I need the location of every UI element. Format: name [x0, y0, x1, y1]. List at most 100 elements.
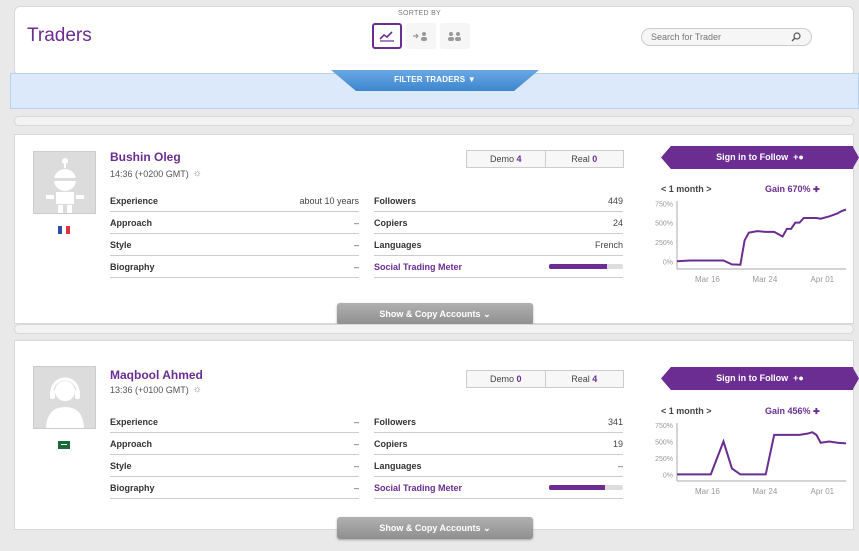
real-value: 4 — [592, 374, 598, 384]
real-value: 0 — [592, 154, 598, 164]
search-input[interactable] — [641, 28, 812, 46]
chart-y-tick-label: 0% — [663, 472, 673, 479]
trader-card: Bushin Oleg 14:36 (+0200 GMT) ☼ Experien… — [14, 134, 859, 325]
meter-fill — [549, 264, 607, 269]
performance-chart: 750% 500% 250% 0% Mar 16 Mar 24 Apr 01 — [655, 423, 847, 496]
show-copy-accounts-button[interactable]: Show & Copy Accounts ⌄ — [337, 303, 533, 325]
search-icon[interactable] — [791, 32, 801, 42]
gain-value: Gain 670% ✚ — [765, 184, 820, 194]
info-key: Style — [110, 239, 132, 250]
chart-x-tick-label: Mar 16 — [695, 275, 720, 284]
chart-y-tick-label: 500% — [655, 439, 673, 446]
trader-name[interactable]: Maqbool Ahmed — [110, 368, 203, 382]
avatar[interactable] — [33, 151, 96, 214]
chart-x-tick-label: Mar 16 — [695, 487, 720, 496]
chart-line-icon — [379, 31, 394, 42]
add-user-icon: +● — [790, 373, 804, 383]
info-value: – — [353, 460, 359, 471]
trader-info-left: Experience – Approach – Style – Biography – — [110, 411, 359, 499]
sort-by-copiers-button[interactable] — [406, 23, 436, 49]
show-copy-accounts-button[interactable]: Show & Copy Accounts ⌄ — [337, 517, 533, 539]
real-label: Real — [571, 374, 590, 384]
period-selector[interactable]: < 1 month > — [661, 184, 712, 194]
separator — [14, 116, 854, 126]
sign-in-to-follow-button[interactable]: Sign in to Follow +● — [661, 367, 859, 390]
info-value: – — [353, 217, 359, 228]
demo-label: Demo — [489, 154, 514, 164]
info-value: – — [353, 438, 359, 449]
account-counts: Demo 4 Real 0 — [466, 150, 624, 168]
trader-info-right: Followers 341 Copiers 19 Languages – Social… — [374, 411, 623, 499]
info-row: Copiers 24 — [374, 212, 623, 234]
info-row: Followers 341 — [374, 411, 623, 433]
sorted-by-label: SORTED BY — [398, 10, 442, 17]
info-row: Approach – — [110, 212, 359, 234]
real-count[interactable]: Real 0 — [546, 151, 624, 167]
follow-label: Sign in to Follow — [716, 373, 789, 383]
chart-y-tick-label: 500% — [655, 221, 673, 228]
info-row: Approach – — [110, 433, 359, 455]
sun-icon: ☼ — [192, 384, 202, 395]
chart-x-tick-label: Apr 01 — [811, 487, 835, 496]
social-trading-meter — [549, 485, 623, 490]
trader-info-right: Followers 449 Copiers 24 Languages French S… — [374, 190, 623, 278]
info-key: Languages — [374, 239, 422, 250]
filter-traders-button[interactable]: FILTER TRADERS ▼ — [331, 70, 539, 91]
info-row: Copiers 19 — [374, 433, 623, 455]
gain-text: Gain 456% — [765, 406, 811, 416]
chart-x-tick-label: Mar 24 — [752, 487, 777, 496]
sort-by-followers-button[interactable] — [440, 23, 470, 49]
trader-time-text: 13:36 (+0100 GMT) — [110, 384, 189, 395]
info-key: Biography — [110, 261, 155, 272]
info-key: Approach — [110, 438, 153, 449]
gain-info-icon[interactable]: ✚ — [813, 407, 820, 416]
info-value: 19 — [612, 438, 623, 449]
separator — [14, 324, 854, 334]
info-key: Followers — [374, 416, 417, 427]
chart-series-line — [677, 431, 847, 476]
trader-name[interactable]: Bushin Oleg — [110, 150, 181, 164]
sign-in-to-follow-button[interactable]: Sign in to Follow +● — [661, 146, 859, 169]
social-trading-meter-link[interactable]: Social Trading Meter — [374, 261, 463, 272]
filter-traders-label: FILTER TRADERS — [394, 75, 466, 84]
copiers-icon — [413, 32, 427, 41]
info-row: Experience about 10 years — [110, 190, 359, 212]
info-key: Copiers — [374, 217, 408, 228]
period-selector[interactable]: < 1 month > — [661, 406, 712, 416]
info-value: 341 — [607, 416, 623, 427]
chart-x-tick-label: Apr 01 — [811, 275, 835, 284]
real-count[interactable]: Real 4 — [546, 371, 624, 387]
social-trading-meter-link[interactable]: Social Trading Meter — [374, 482, 463, 493]
info-row: Social Trading Meter — [374, 477, 623, 499]
flag-saudi-arabia-icon — [58, 441, 70, 449]
info-row: Social Trading Meter — [374, 256, 623, 278]
info-value: – — [353, 261, 359, 272]
robot-avatar-icon — [34, 152, 95, 213]
chart-y-tick-label: 250% — [655, 240, 673, 247]
info-row: Experience – — [110, 411, 359, 433]
info-row: Biography – — [110, 477, 359, 499]
gain-value: Gain 456% ✚ — [765, 406, 820, 416]
gain-info-icon[interactable]: ✚ — [813, 185, 820, 194]
info-key: Style — [110, 460, 132, 471]
info-row: Languages French — [374, 234, 623, 256]
info-key: Experience — [110, 416, 159, 427]
info-row: Followers 449 — [374, 190, 623, 212]
demo-count[interactable]: Demo 0 — [467, 371, 546, 387]
chart-y-tick-label: 0% — [663, 259, 673, 266]
show-copy-label: Show & Copy Accounts — [379, 309, 481, 319]
follow-label: Sign in to Follow — [716, 152, 789, 162]
info-value: 24 — [612, 217, 623, 228]
trader-info-left: Experience about 10 years Approach – Style… — [110, 190, 359, 278]
meter-fill — [549, 485, 605, 490]
demo-value: 4 — [516, 154, 522, 164]
info-value: – — [353, 416, 359, 427]
funnel-icon: ▼ — [467, 75, 476, 84]
info-key: Biography — [110, 482, 155, 493]
demo-count[interactable]: Demo 4 — [467, 151, 546, 167]
avatar[interactable] — [33, 366, 96, 429]
info-value: French — [594, 239, 623, 250]
demo-label: Demo — [489, 374, 514, 384]
sort-by-gain-button[interactable] — [372, 23, 402, 49]
info-key: Experience — [110, 195, 159, 206]
